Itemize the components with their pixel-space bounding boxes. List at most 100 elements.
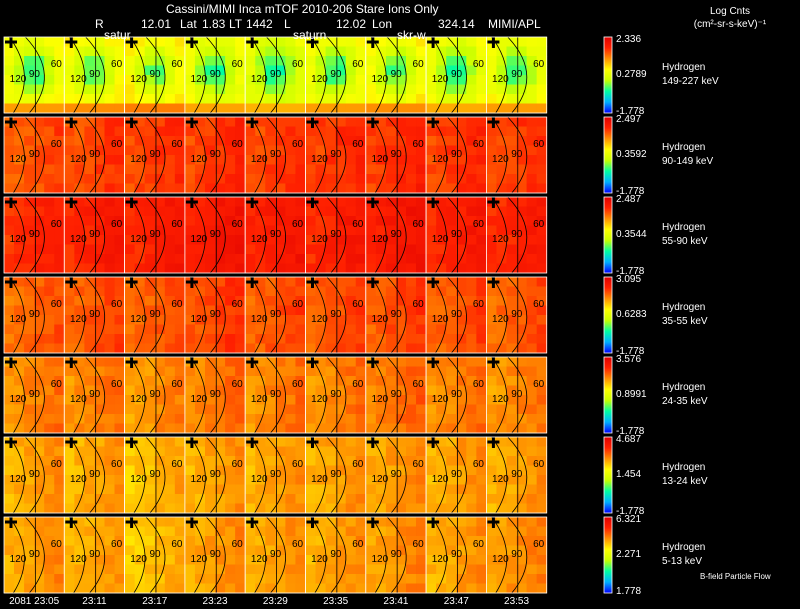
pixel [395, 117, 407, 127]
pixel [526, 197, 538, 207]
pixel [44, 315, 55, 325]
pixel [496, 456, 507, 466]
pixel [496, 84, 507, 95]
pixel [4, 446, 15, 457]
pixel [74, 84, 85, 95]
pixel [436, 475, 447, 485]
l-value: 12.02 [336, 17, 367, 31]
pixel [205, 423, 216, 434]
pixel [285, 536, 296, 546]
pixel [486, 244, 497, 255]
pixel [114, 145, 125, 156]
pixel [265, 206, 276, 217]
pixel [44, 465, 55, 476]
cell-frame [485, 276, 548, 354]
pixel [114, 423, 125, 434]
pixel [466, 555, 477, 565]
energy-range: 13-24 keV [662, 476, 708, 487]
pixel [416, 183, 427, 194]
pixel [154, 235, 166, 245]
pixel [295, 536, 306, 546]
pixel [365, 65, 377, 76]
lat-label: Lat [180, 17, 197, 31]
pixel [355, 503, 367, 514]
pixel [516, 254, 527, 264]
pixel [255, 46, 266, 57]
pixel [74, 155, 85, 165]
pixel [285, 564, 296, 575]
pixel [184, 564, 196, 575]
pixel [184, 46, 196, 57]
pixel [496, 263, 507, 274]
pixel [285, 446, 296, 457]
pixel [335, 155, 347, 165]
pixel [436, 526, 447, 537]
pixel [446, 263, 457, 274]
pixel [124, 225, 136, 236]
pixel [84, 235, 95, 245]
contour-label: 90 [29, 469, 41, 480]
pixel [4, 503, 15, 514]
pixel [536, 136, 548, 146]
pixel [225, 465, 236, 476]
pixel [4, 305, 15, 316]
pixel [64, 56, 75, 66]
pixel [385, 216, 397, 226]
pixel [134, 305, 146, 316]
pixel [124, 244, 136, 255]
pixel [506, 376, 517, 386]
pixel [375, 517, 387, 527]
pixel [426, 254, 437, 264]
pixel [94, 84, 105, 95]
pixel [305, 263, 316, 274]
pixel [64, 446, 75, 457]
pixel [114, 117, 125, 127]
pixel [24, 465, 35, 476]
pixel [456, 385, 467, 396]
pixel [466, 244, 477, 255]
pixel [506, 183, 517, 194]
pixel [426, 555, 437, 565]
pixel [164, 465, 176, 476]
pixel [446, 145, 457, 156]
pixel [265, 574, 276, 584]
colorbar-min-label: -1.778 [616, 506, 645, 517]
pixel [395, 484, 407, 495]
pixel [255, 235, 266, 245]
pixel [194, 414, 206, 424]
pixel [255, 395, 266, 405]
pixel [345, 503, 357, 514]
pixel [526, 103, 538, 114]
pixel [124, 103, 136, 114]
pixel [124, 545, 136, 556]
pixel [315, 103, 326, 114]
pixel [506, 75, 517, 85]
pixel [164, 395, 176, 405]
pixel [526, 136, 538, 146]
pixel [144, 296, 156, 306]
pixel [506, 296, 517, 306]
pixel [395, 315, 407, 325]
pixel [24, 155, 35, 165]
pixel [496, 334, 507, 344]
pixel [184, 385, 196, 396]
contour-line [370, 116, 387, 194]
pixel [84, 286, 95, 297]
pixel [436, 183, 447, 194]
pixel [315, 286, 326, 297]
pixel [144, 103, 156, 114]
pixel [84, 206, 95, 217]
pixel [375, 536, 387, 546]
pixel [496, 315, 507, 325]
pixel [24, 263, 35, 274]
pixel [34, 583, 45, 594]
contour-line [431, 116, 447, 194]
pixel [225, 277, 236, 287]
pixel [215, 117, 226, 127]
contour-label: 60 [473, 59, 485, 70]
pixel [365, 324, 377, 335]
pixel [205, 385, 216, 396]
contour-label: 60 [533, 299, 545, 310]
